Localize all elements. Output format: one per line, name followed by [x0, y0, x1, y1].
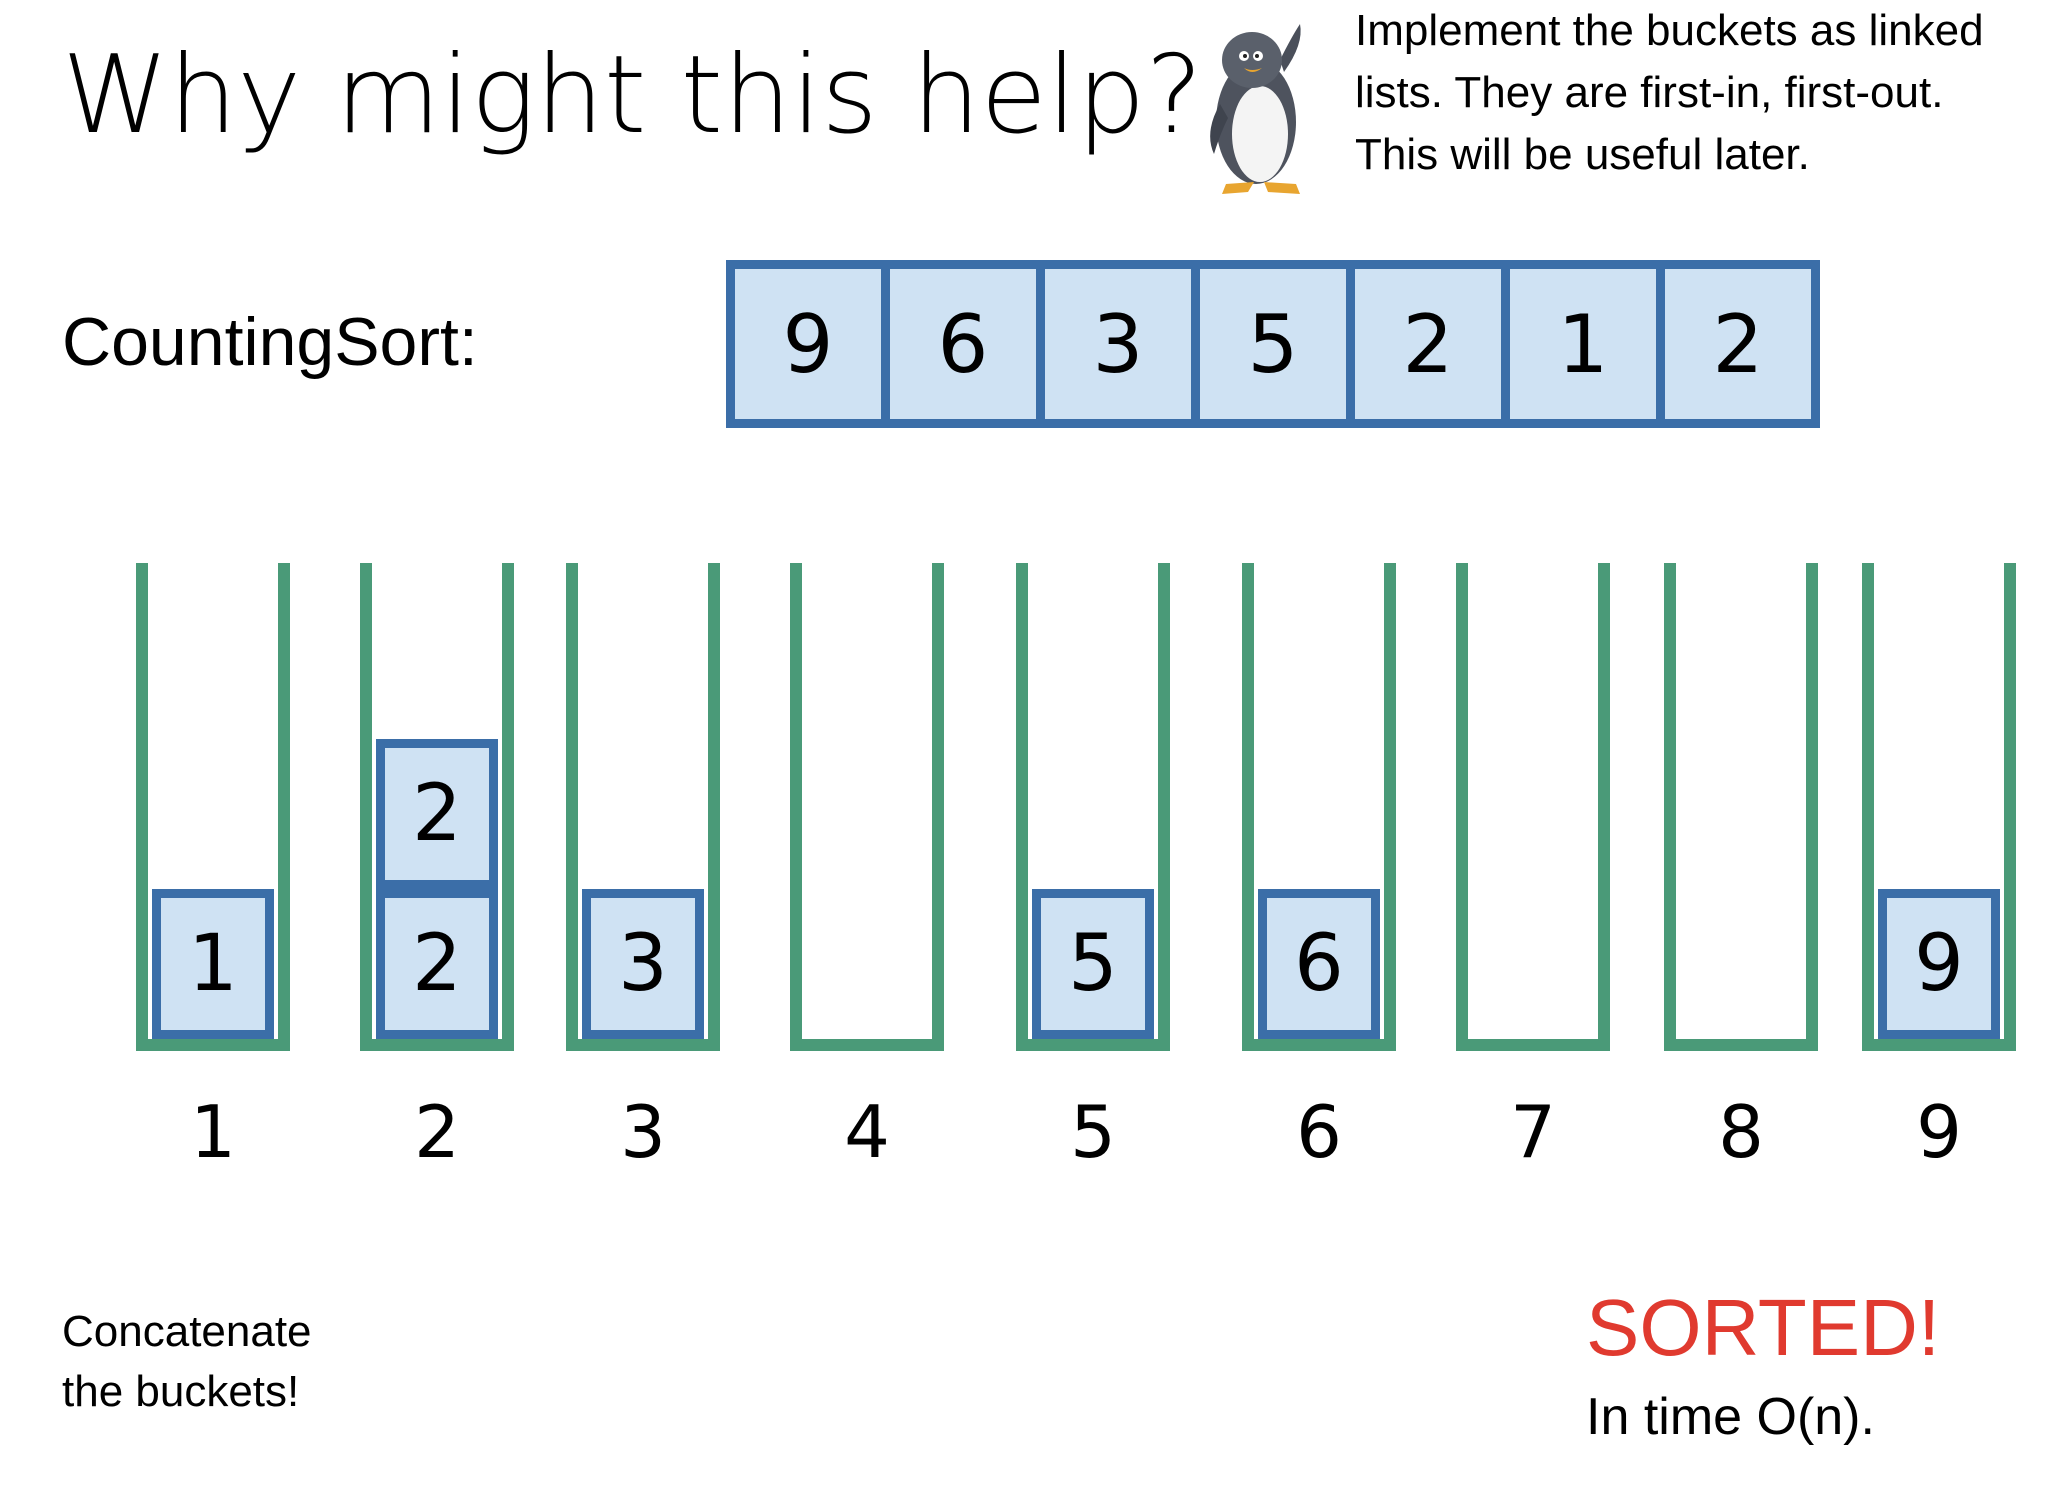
- bucket-label: 8: [1718, 1090, 1764, 1174]
- bucket-9: 9: [1862, 563, 2016, 1051]
- note-line: This will be useful later.: [1355, 130, 1810, 179]
- bucket-3: 3: [566, 563, 720, 1051]
- bucket-8: [1664, 563, 1818, 1051]
- array-cell: 2: [1346, 260, 1510, 428]
- bucket-item: 5: [1032, 889, 1154, 1039]
- note-line: Implement the buckets as linked: [1355, 6, 1984, 55]
- slide-title: Why might this help?: [62, 33, 1203, 158]
- sorted-text: SORTED!: [1586, 1283, 1941, 1372]
- counting-sort-label: CountingSort:: [62, 304, 478, 380]
- bucket-label: 6: [1296, 1090, 1342, 1174]
- penguin-icon: [1210, 24, 1301, 194]
- concatenate-note: Concatenate the buckets!: [62, 1302, 312, 1422]
- time-complexity-text: In time O(n).: [1586, 1388, 1875, 1446]
- bucket-item: 3: [582, 889, 704, 1039]
- bucket-4: [790, 563, 944, 1051]
- bucket-6: 6: [1242, 563, 1396, 1051]
- bucket-label: 2: [414, 1090, 460, 1174]
- bucket-label: 9: [1916, 1090, 1962, 1174]
- bucket-label: 1: [190, 1090, 236, 1174]
- array-cell: 1: [1501, 260, 1665, 428]
- bucket-label: 4: [844, 1090, 890, 1174]
- bucket-label: 3: [620, 1090, 666, 1174]
- linked-list-note: Implement the buckets as linked lists. T…: [1355, 0, 2048, 186]
- array-cell: 3: [1036, 260, 1200, 428]
- bucket-item: 1: [152, 889, 274, 1039]
- bucket-item: 6: [1258, 889, 1380, 1039]
- bucket-1: 1: [136, 563, 290, 1051]
- bucket-label: 5: [1070, 1090, 1116, 1174]
- array-cell: 6: [881, 260, 1045, 428]
- note-line: lists. They are first-in, first-out.: [1355, 68, 1944, 117]
- bucket-item: 9: [1878, 889, 2000, 1039]
- bucket-7: [1456, 563, 1610, 1051]
- array-cell: 2: [1656, 260, 1820, 428]
- bucket-label: 7: [1510, 1090, 1556, 1174]
- concat-line: the buckets!: [62, 1367, 300, 1416]
- bucket-item: 2: [376, 889, 498, 1039]
- array-cell: 5: [1191, 260, 1355, 428]
- bucket-item: 2: [376, 739, 498, 889]
- concat-line: Concatenate: [62, 1307, 312, 1356]
- bucket-5: 5: [1016, 563, 1170, 1051]
